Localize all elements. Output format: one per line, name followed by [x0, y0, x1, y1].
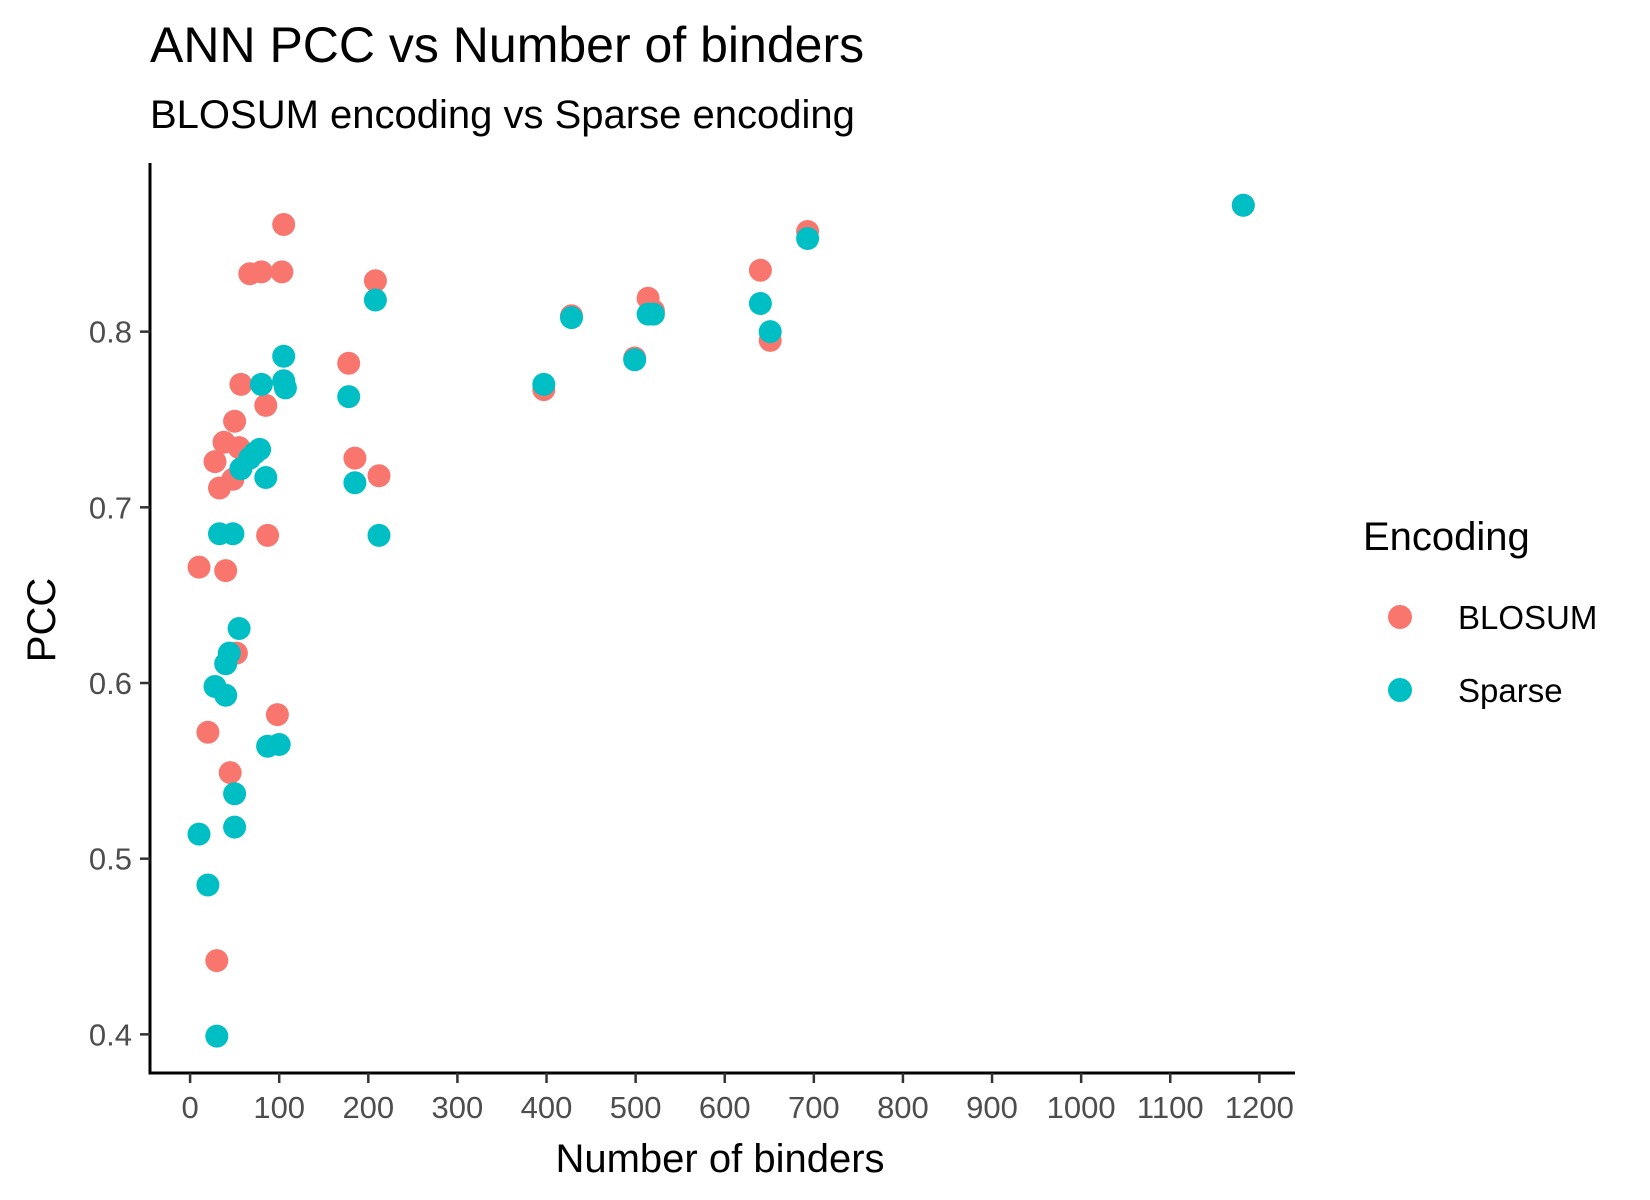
x-tick-label-10: 1000 — [1047, 1090, 1116, 1125]
point-sparse-32 — [748, 292, 772, 315]
point-sparse-22 — [273, 376, 297, 400]
point-sparse-24 — [343, 471, 367, 495]
x-axis-title: Number of binders — [555, 1137, 884, 1181]
x-tick-label-0: 0 — [181, 1090, 198, 1125]
point-sparse-1 — [196, 873, 220, 897]
x-tick-label-9: 900 — [966, 1090, 1018, 1125]
point-blosum-20 — [337, 351, 361, 375]
point-sparse-19 — [267, 733, 291, 756]
legend-label-sparse: Sparse — [1458, 672, 1563, 709]
legend: Encoding BLOSUM Sparse — [1363, 515, 1597, 709]
y-tick-label-4: 0.8 — [89, 315, 132, 350]
point-sparse-6 — [214, 683, 238, 707]
point-sparse-34 — [796, 227, 820, 250]
point-sparse-11 — [227, 617, 251, 640]
point-sparse-7 — [217, 641, 241, 665]
point-blosum-6 — [214, 559, 238, 583]
point-blosum-17 — [265, 703, 289, 727]
point-sparse-10 — [223, 815, 247, 839]
point-blosum-16 — [256, 523, 280, 547]
legend-key-sparse — [1388, 678, 1412, 702]
point-blosum-22 — [363, 269, 387, 293]
point-sparse-8 — [221, 522, 245, 546]
y-tick-label-2: 0.6 — [89, 666, 132, 701]
x-tick-label-1: 100 — [253, 1090, 305, 1125]
point-sparse-16 — [249, 372, 273, 396]
point-sparse-35 — [1231, 193, 1255, 217]
point-sparse-23 — [337, 385, 361, 409]
point-sparse-25 — [363, 288, 387, 312]
x-tick-label-6: 600 — [699, 1090, 751, 1125]
point-sparse-17 — [254, 466, 278, 489]
point-blosum-21 — [343, 446, 367, 470]
x-tick-label-2: 200 — [342, 1090, 394, 1125]
legend-key-blosum — [1388, 605, 1412, 629]
point-blosum-18 — [270, 260, 294, 284]
point-blosum-15 — [254, 393, 278, 417]
point-blosum-9 — [223, 409, 247, 433]
legend-label-blosum: BLOSUM — [1458, 599, 1597, 636]
point-sparse-28 — [560, 306, 583, 330]
x-tick-label-3: 300 — [432, 1090, 484, 1125]
point-sparse-29 — [623, 348, 647, 372]
chart-title: ANN PCC vs Number of binders — [150, 17, 864, 73]
point-sparse-33 — [758, 320, 782, 344]
x-tick-label-4: 400 — [521, 1090, 573, 1125]
x-tick-label-5: 500 — [610, 1090, 662, 1125]
point-blosum-12 — [229, 372, 253, 396]
point-sparse-3 — [205, 1024, 229, 1048]
point-sparse-31 — [641, 302, 665, 326]
point-blosum-3 — [205, 949, 229, 973]
point-blosum-2 — [203, 450, 227, 474]
y-axis-title: PCC — [20, 578, 64, 662]
point-sparse-26 — [367, 523, 391, 547]
point-sparse-27 — [532, 372, 556, 396]
legend-title: Encoding — [1363, 515, 1530, 559]
point-sparse-15 — [248, 437, 272, 461]
point-blosum-19 — [272, 213, 296, 236]
axes: 0 100 200 300 400 500 600 700 800 900 1000 1100 1200… — [89, 163, 1295, 1125]
point-blosum-7 — [218, 761, 242, 785]
point-blosum-23 — [367, 464, 391, 488]
point-sparse-20 — [272, 344, 296, 368]
data-points — [187, 193, 1255, 1048]
point-blosum-0 — [187, 555, 211, 579]
x-tick-label-12: 1200 — [1225, 1090, 1294, 1125]
point-blosum-29 — [748, 258, 772, 282]
point-blosum-1 — [196, 720, 220, 744]
chart-subtitle: BLOSUM encoding vs Sparse encoding — [150, 93, 855, 137]
y-tick-label-1: 0.5 — [89, 842, 132, 877]
y-tick-label-0: 0.4 — [89, 1017, 132, 1052]
point-blosum-14 — [249, 260, 273, 284]
y-tick-label-3: 0.7 — [89, 490, 132, 525]
point-sparse-0 — [187, 822, 211, 846]
x-tick-label-8: 800 — [877, 1090, 929, 1125]
x-tick-label-11: 1100 — [1137, 1090, 1204, 1125]
x-tick-label-7: 700 — [788, 1090, 840, 1125]
point-sparse-9 — [223, 782, 247, 806]
